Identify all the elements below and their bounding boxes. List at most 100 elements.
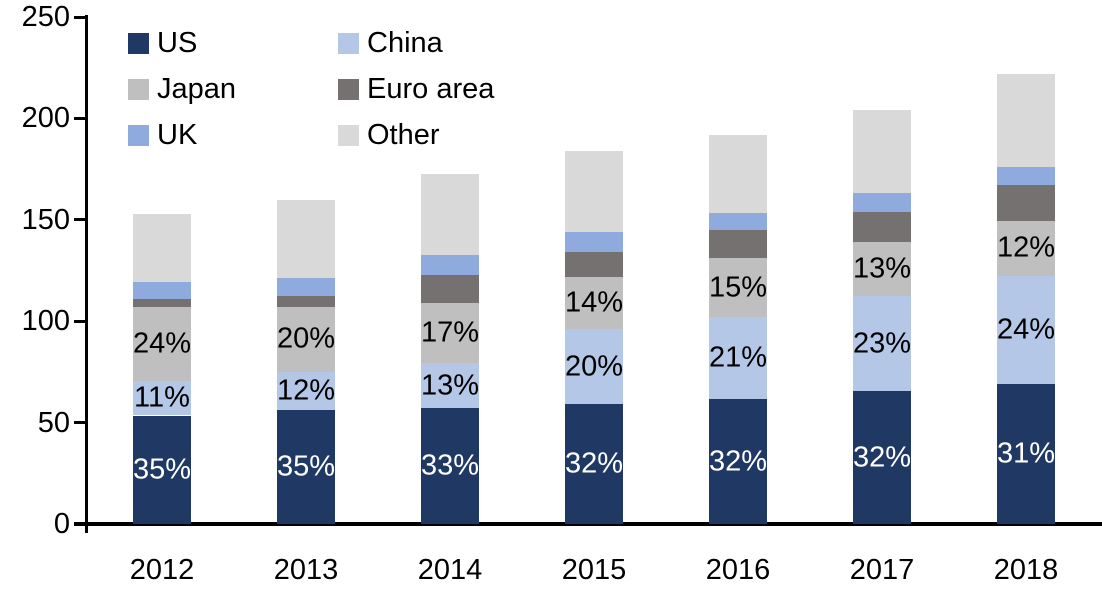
bar-segment-china: 24% xyxy=(996,275,1056,385)
bar-segment-us: 33% xyxy=(421,408,479,524)
bar-segment-us: 31% xyxy=(997,384,1055,524)
legend-swatch-icon xyxy=(338,33,359,54)
legend-swatch-icon xyxy=(128,33,149,54)
legend-item-euro-area: Euro area xyxy=(338,75,494,104)
bar-segment-china: 20% xyxy=(564,329,624,405)
y-tick-mark xyxy=(74,15,85,19)
bar-segment-other xyxy=(853,110,911,194)
y-tick-mark xyxy=(74,116,85,120)
bar-segment-label: 13% xyxy=(420,369,480,402)
bar-segment-label: 12% xyxy=(276,374,336,407)
bar-segment-label: 15% xyxy=(708,271,768,304)
bar-segment-label: 11% xyxy=(134,381,190,414)
bar-segment-euro-area xyxy=(997,185,1055,221)
x-category-label: 2014 xyxy=(417,554,483,586)
legend-item-china: China xyxy=(338,29,443,58)
x-axis-line xyxy=(74,522,1102,526)
bar-segment-china: 23% xyxy=(852,295,912,392)
bar-segment-other xyxy=(277,199,335,278)
bar-segment-euro-area xyxy=(421,274,479,303)
bar-segment-euro-area xyxy=(853,211,911,243)
bar-segment-china: 21% xyxy=(708,317,768,400)
legend-item-japan: Japan xyxy=(128,75,236,104)
legend-item-other: Other xyxy=(338,121,440,150)
legend-label: Japan xyxy=(157,73,237,105)
bar-segment-other xyxy=(133,213,191,282)
y-tick-label: 0 xyxy=(53,508,70,540)
bar-segment-label: 21% xyxy=(708,341,768,374)
legend-item-us: US xyxy=(128,29,197,58)
legend-label: Euro area xyxy=(367,73,495,105)
bar-segment-other xyxy=(997,73,1055,168)
bar-segment-us: 32% xyxy=(709,399,767,524)
bar-segment-label: 24% xyxy=(132,327,192,360)
bar-segment-label: 14% xyxy=(564,286,624,319)
bar-segment-label: 17% xyxy=(420,316,480,349)
bar-segment-japan: 17% xyxy=(420,302,480,363)
legend-label: China xyxy=(367,27,443,59)
bar-segment-label: 35% xyxy=(276,450,336,483)
bar-segment-china: 12% xyxy=(276,371,336,411)
bar-segment-euro-area xyxy=(565,252,623,277)
bar-segment-label: 24% xyxy=(996,313,1056,346)
bar-segment-us: 35% xyxy=(277,410,335,524)
y-tick-label: 200 xyxy=(21,102,70,135)
x-category-label: 2013 xyxy=(273,554,339,586)
x-category-label: 2015 xyxy=(561,554,627,586)
legend-swatch-icon xyxy=(128,125,149,146)
bar-segment-china: 13% xyxy=(420,362,480,409)
legend-swatch-icon xyxy=(338,79,359,100)
y-tick-label: 250 xyxy=(21,1,70,33)
x-category-label: 2017 xyxy=(849,554,915,586)
y-tick-label: 100 xyxy=(21,305,70,338)
bar-segment-label: 12% xyxy=(996,231,1056,264)
bar-segment-us: 32% xyxy=(565,404,623,524)
bar-segment-other xyxy=(421,174,479,256)
bar-segment-label: 33% xyxy=(420,449,480,482)
bar-segment-label: 32% xyxy=(708,445,768,478)
bar-segment-label: 20% xyxy=(564,350,624,383)
bar-segment-us: 32% xyxy=(853,391,911,524)
x-category-label: 2016 xyxy=(705,554,771,586)
bar-segment-uk xyxy=(997,167,1055,186)
bar-segment-japan: 24% xyxy=(132,307,192,382)
bar-segment-japan: 15% xyxy=(708,258,768,318)
legend-item-uk: UK xyxy=(128,121,197,150)
y-tick-label: 150 xyxy=(21,203,70,236)
bar-segment-other xyxy=(709,134,767,213)
bar-segment-label: 23% xyxy=(852,327,912,359)
x-category-label: 2012 xyxy=(129,554,195,586)
bar-segment-japan: 20% xyxy=(277,307,335,372)
legend-label: Other xyxy=(367,119,440,151)
bar-segment-japan: 12% xyxy=(996,220,1056,276)
bar-segment-label: 35% xyxy=(132,453,192,486)
y-tick-mark xyxy=(74,421,85,425)
bar-segment-other xyxy=(565,150,623,232)
bar-segment-china: 11% xyxy=(133,381,191,416)
bar-segment-euro-area xyxy=(709,229,767,259)
y-axis-line xyxy=(85,15,88,533)
y-tick-mark xyxy=(74,319,85,323)
bar-segment-uk xyxy=(853,193,911,212)
x-category-label: 2018 xyxy=(993,554,1059,586)
bar-segment-uk xyxy=(133,281,191,299)
bar-segment-label: 20% xyxy=(276,322,336,355)
y-tick-mark xyxy=(74,218,85,222)
legend-swatch-icon xyxy=(128,79,149,100)
y-tick-label: 50 xyxy=(37,406,70,439)
bar-segment-label: 32% xyxy=(852,441,912,474)
y-tick-mark xyxy=(74,522,85,526)
legend-label: UK xyxy=(157,119,198,151)
bar-segment-us: 35% xyxy=(132,415,192,524)
legend-swatch-icon xyxy=(338,125,359,146)
bar-segment-label: 13% xyxy=(852,252,912,285)
bar-segment-uk xyxy=(709,212,767,230)
bar-segment-uk xyxy=(277,277,335,296)
bar-segment-label: 31% xyxy=(996,437,1056,470)
bar-segment-japan: 13% xyxy=(853,242,911,296)
bar-segment-uk xyxy=(421,255,479,275)
bar-segment-uk xyxy=(565,231,623,253)
bar-segment-euro-area xyxy=(277,295,335,307)
bar-segment-label: 32% xyxy=(564,447,624,480)
